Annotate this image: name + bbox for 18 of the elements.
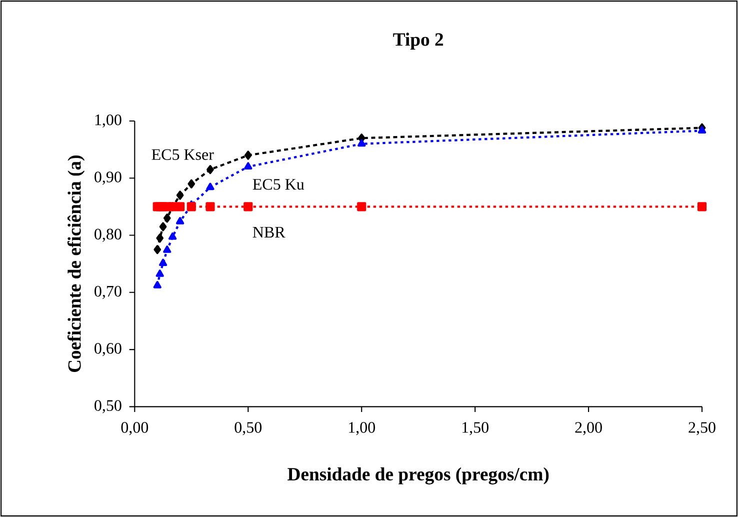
x-tick-label: 0,00 (121, 422, 148, 436)
series-label: EC5 Kser (152, 149, 214, 160)
x-tick-label: 1,00 (349, 422, 375, 436)
y-tick-label: 0,90 (94, 172, 122, 185)
y-axis-title: Coeficiente de eficiência (a) (67, 156, 85, 372)
x-tick-label: 1,50 (462, 422, 488, 436)
x-tick-label: 2,50 (688, 422, 716, 436)
chart-title: Tipo 2 (393, 32, 444, 50)
y-tick-label: 0,80 (94, 228, 122, 242)
x-axis-title: Densidade de pregos (pregos/cm) (288, 467, 549, 484)
y-tick-label: 0,70 (94, 286, 122, 299)
x-tick-label: 2,00 (575, 422, 602, 436)
y-tick-label: 0,50 (94, 400, 122, 414)
series-label: EC5 Ku (252, 178, 304, 190)
series-label: NBR (252, 226, 286, 238)
y-tick-label: 0,60 (94, 342, 122, 356)
y-tick-label: 1,00 (95, 114, 122, 128)
x-tick-label: 0,50 (234, 422, 262, 436)
